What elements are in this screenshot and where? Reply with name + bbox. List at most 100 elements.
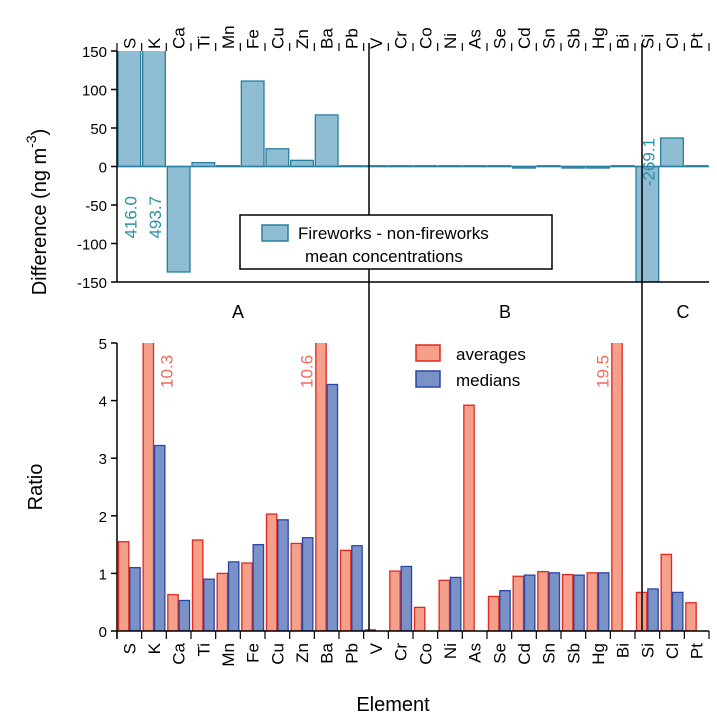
difference-bar-zn: [290, 159, 314, 168]
ratio-bar-medians-ca: [178, 599, 191, 631]
bottom-element-label-cu: Cu: [268, 643, 287, 665]
difference-y-tick-label: 150: [82, 44, 107, 61]
ratio-bar-averages-cu: [265, 513, 278, 631]
top-element-label-cl: Cl: [663, 33, 682, 49]
bottom-element-label-fe: Fe: [244, 643, 263, 663]
ratio-bar-medians-sn: [548, 572, 561, 631]
ratio-bar-medians-cd: [523, 574, 536, 631]
ratio-bar-averages-as: [463, 404, 475, 631]
top-element-label-ca: Ca: [170, 27, 189, 49]
ratio-bar-medians-mn: [227, 561, 240, 631]
difference-bar-s: [117, 51, 142, 168]
legend-label-difference: Fireworks - non-fireworks: [298, 224, 489, 243]
ratio-y-tick-label: 2: [99, 509, 107, 526]
ratio-axis-title: Ratio: [25, 464, 47, 511]
difference-annotation-si: -269.1: [639, 138, 658, 186]
top-element-label-fe: Fe: [244, 29, 263, 49]
difference-y-tick-label: -150: [77, 275, 107, 292]
legend-label-averages: averages: [456, 345, 526, 364]
bottom-element-label-as: As: [466, 643, 485, 663]
bottom-element-label-ca: Ca: [170, 642, 189, 664]
ratio-y-tick-label: 0: [99, 624, 107, 641]
difference-bar-ba: [314, 114, 339, 168]
bottom-element-label-mn: Mn: [219, 643, 238, 667]
ratio-bar-medians-pb: [351, 545, 363, 631]
difference-bar-fe: [240, 80, 265, 168]
ratio-legend: averages medians: [415, 344, 526, 390]
top-element-label-bi: Bi: [614, 34, 633, 49]
group-label-b: B: [499, 302, 511, 322]
top-element-label-v: V: [367, 37, 386, 49]
ratio-annotation-bi: 19.5: [593, 355, 612, 388]
bottom-element-label-pb: Pb: [342, 643, 361, 664]
difference-legend: Fireworks - non-fireworks mean concentra…: [239, 214, 553, 270]
difference-y-tick-label: -100: [77, 237, 107, 254]
ratio-bar-medians-cr: [400, 565, 413, 631]
ratio-bar-averages-sb: [561, 573, 574, 631]
ratio-bar-medians-fe: [252, 543, 265, 631]
top-element-label-hg: Hg: [589, 27, 608, 49]
difference-annotation-k: 493.7: [146, 196, 165, 239]
difference-bar-cl: [660, 137, 684, 168]
top-element-label-ni: Ni: [441, 33, 460, 49]
ratio-bar-averages-cr: [389, 570, 401, 631]
ratio-y-tick-label: 1: [99, 566, 107, 583]
ratio-bar-medians-ti: [203, 578, 215, 631]
difference-bar-ca: [166, 165, 191, 273]
ratio-bar-medians-si: [647, 588, 659, 631]
ratio-bar-averages-ni: [438, 579, 451, 631]
ratio-bar-averages-bi: [611, 343, 623, 631]
top-element-label-co: Co: [416, 27, 435, 49]
bottom-element-label-sn: Sn: [540, 643, 559, 664]
ratio-bar-averages-hg: [586, 572, 599, 631]
bottom-element-label-v: V: [367, 642, 386, 654]
ratio-bar-averages-se: [487, 595, 500, 631]
top-element-label-cu: Cu: [268, 27, 287, 49]
bottom-element-label-co: Co: [416, 643, 435, 665]
top-element-label-ti: Ti: [194, 35, 213, 49]
ratio-y-tick-label: 4: [99, 394, 107, 411]
ratio-bar-averages-ba: [315, 343, 327, 631]
top-element-label-cr: Cr: [392, 31, 411, 49]
top-element-label-s: S: [120, 38, 139, 49]
bottom-element-label-cl: Cl: [663, 643, 682, 659]
ratio-bar-averages-k: [142, 343, 155, 631]
top-element-label-sn: Sn: [540, 28, 559, 49]
legend-label-difference-line2: mean concentrations: [305, 247, 463, 266]
top-element-label-sb: Sb: [564, 28, 583, 49]
bottom-element-label-si: Si: [638, 643, 657, 658]
ratio-bar-medians-cu: [277, 519, 289, 631]
ratio-bar-averages-mn: [216, 572, 229, 631]
group-label-a: A: [232, 302, 244, 322]
top-element-label-cd: Cd: [515, 27, 534, 49]
bottom-element-label-ti: Ti: [194, 643, 213, 657]
ratio-bar-averages-s: [117, 541, 130, 631]
ratio-bar-medians-k: [153, 444, 166, 631]
ratio-bar-averages-pb: [339, 549, 352, 631]
ratio-bar-averages-cl: [660, 553, 673, 631]
bottom-element-label-se: Se: [490, 643, 509, 664]
ratio-bar-averages-zn: [290, 542, 303, 631]
difference-bar-k: [142, 51, 166, 168]
bottom-element-label-sb: Sb: [564, 643, 583, 664]
difference-y-tick-label: 50: [90, 121, 107, 138]
difference-annotation-s: 416.0: [121, 196, 140, 239]
ratio-bar-medians-ni: [449, 576, 462, 631]
legend-swatch-difference: [261, 224, 289, 242]
ratio-bar-medians-s: [129, 566, 141, 631]
bottom-element-label-hg: Hg: [589, 643, 608, 665]
bottom-element-label-cd: Cd: [515, 643, 534, 665]
ratio-annotation-k: 10.3: [157, 355, 176, 388]
ratio-bar-averages-ca: [167, 594, 179, 631]
top-element-label-as: As: [466, 29, 485, 49]
bottom-element-label-zn: Zn: [293, 643, 312, 663]
bottom-element-label-bi: Bi: [614, 643, 633, 658]
bottom-element-label-ba: Ba: [318, 642, 337, 663]
top-element-label-zn: Zn: [293, 29, 312, 49]
top-element-label-ba: Ba: [318, 28, 337, 49]
element-axis-title: Element: [356, 694, 430, 716]
bottom-element-label-cr: Cr: [392, 643, 411, 661]
